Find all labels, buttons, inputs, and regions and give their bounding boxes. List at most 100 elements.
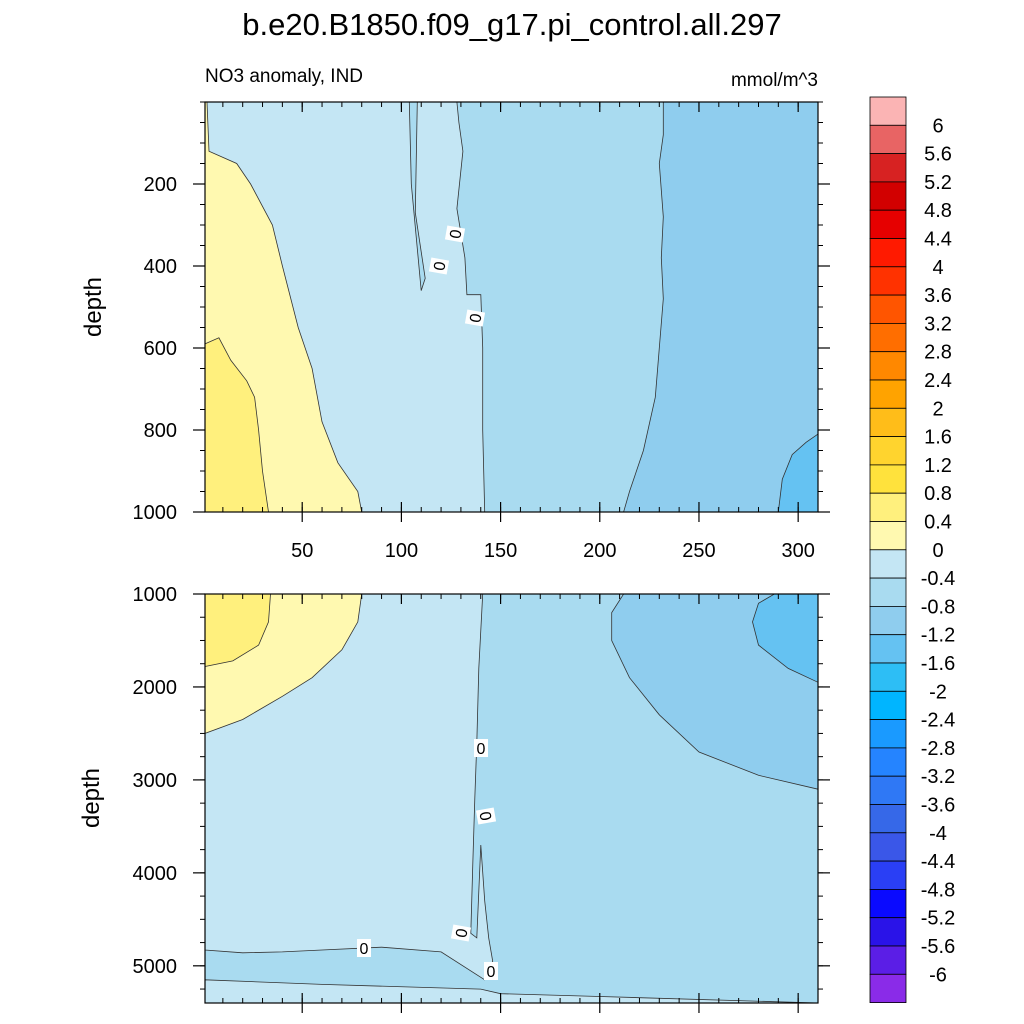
- colorbar-label: 5.2: [924, 172, 952, 194]
- colorbar-label: 4.8: [924, 200, 952, 222]
- colorbar-label: 2: [932, 398, 943, 420]
- colorbar-box: [869, 379, 907, 409]
- upper-contour-fills: [204, 101, 819, 513]
- colorbar-box: [869, 690, 907, 720]
- colorbar-box: [869, 747, 907, 777]
- colorbar-box: [869, 917, 907, 947]
- colorbar-box: [869, 775, 907, 805]
- colorbar-box: [869, 436, 907, 466]
- colorbar-label: -5.6: [921, 936, 955, 958]
- colorbar-box: [869, 973, 907, 1003]
- contour-label: 0: [474, 739, 488, 758]
- lower-contour-labels: 0 0 0 0 0: [357, 739, 498, 981]
- colorbar-label: -1.2: [921, 625, 955, 647]
- y-tick-label: 600: [144, 338, 177, 360]
- upper-panel: 50 100 150 200 250 300 200 400 600 800 1000 0 0 0 NO…: [80, 66, 830, 562]
- colorbar-label: -0.4: [921, 568, 955, 590]
- y-tick-label: 1000: [133, 502, 178, 524]
- colorbar-box: [869, 407, 907, 437]
- contour-label: 0: [464, 309, 486, 327]
- colorbar-label: 3.6: [924, 285, 952, 307]
- colorbar-box: [869, 832, 907, 862]
- colorbar-label: -4.8: [921, 879, 955, 901]
- x-tick-label: 250: [682, 540, 715, 562]
- colorbar-box: [869, 492, 907, 522]
- colorbar-box: [869, 889, 907, 919]
- colorbar-label: -5.2: [921, 908, 955, 930]
- x-tick-label: 300: [781, 540, 814, 562]
- x-tick-label: 200: [583, 540, 616, 562]
- colorbar-label: 4: [932, 257, 943, 279]
- svg-text:0: 0: [453, 927, 471, 939]
- y-tick-label: 800: [144, 420, 177, 442]
- lower-axis-ticks: 1000 2000 3000 4000 5000: [133, 584, 830, 1013]
- contour-label: 0: [444, 225, 466, 243]
- colorbar-label: -3.6: [921, 795, 955, 817]
- lower-y-axis-label: depth: [78, 768, 105, 828]
- colorbar-box: [869, 124, 907, 155]
- colorbar-label: 0: [932, 540, 943, 562]
- x-tick-label: 100: [385, 540, 418, 562]
- contour-label: 0: [484, 962, 498, 981]
- upper-subtitle-right: mmol/m^3: [731, 70, 818, 91]
- colorbar-label: 4.4: [924, 229, 952, 251]
- contour-label: 0: [475, 807, 497, 825]
- y-tick-label: 4000: [133, 863, 178, 885]
- svg-text:0: 0: [477, 741, 486, 758]
- colorbar-label: -3.2: [921, 766, 955, 788]
- colorbar-box: [869, 634, 907, 664]
- upper-subtitle-left: NO3 anomaly, IND: [205, 66, 363, 87]
- colorbar-box: [869, 153, 907, 183]
- colorbar-box: [869, 662, 907, 692]
- colorbar-label: -0.8: [921, 596, 955, 618]
- x-tick-label: 50: [291, 540, 313, 562]
- colorbar-box: [869, 351, 907, 381]
- colorbar-box: [869, 238, 907, 268]
- colorbar-label: -1.6: [921, 653, 955, 675]
- colorbar-label: 0.4: [924, 512, 952, 534]
- colorbar-label: -2.4: [921, 710, 955, 732]
- colorbar-label: 3.2: [924, 313, 952, 335]
- colorbar-box: [869, 464, 907, 494]
- colorbar-box: [869, 294, 907, 324]
- colorbar-label: -2: [929, 681, 947, 703]
- colorbar: 6 5.6 5.2 4.8 4.4 4 3.6 3.2 2.8 2.4 2 1.6 1.2 0.8 0.4 0…: [869, 96, 955, 1003]
- svg-text:0: 0: [360, 941, 369, 958]
- lower-plot-frame: [204, 593, 819, 1004]
- colorbar-label: 2.4: [924, 370, 952, 392]
- contour-label: 0: [428, 257, 450, 275]
- colorbar-box: [869, 945, 907, 975]
- figure-title: b.e20.B1850.f09_g17.pi_control.all.297: [242, 7, 782, 42]
- y-tick-label: 3000: [133, 770, 178, 792]
- colorbar-label: 1.2: [924, 455, 952, 477]
- colorbar-box: [869, 577, 907, 607]
- upper-contour-labels: 0 0 0: [428, 225, 486, 327]
- upper-axis-ticks: 50 100 150 200 250 300 200 400 600 800 1000: [133, 101, 830, 562]
- lower-panel: 1000 2000 3000 4000 5000 0 0 0 0 0 depth: [78, 584, 830, 1013]
- upper-y-axis-label: depth: [80, 277, 107, 337]
- colorbar-box: [869, 549, 907, 579]
- svg-text:0: 0: [431, 260, 449, 272]
- colorbar-box: [869, 606, 907, 636]
- colorbar-box: [869, 719, 907, 749]
- colorbar-label: 5.6: [924, 144, 952, 166]
- y-tick-label: 200: [144, 174, 177, 196]
- y-tick-label: 1000: [133, 584, 178, 606]
- colorbar-box: [869, 322, 907, 353]
- colorbar-box: [869, 209, 907, 239]
- x-tick-label: 150: [484, 540, 517, 562]
- svg-text:0: 0: [447, 228, 465, 240]
- svg-text:0: 0: [487, 964, 496, 981]
- colorbar-box: [869, 266, 907, 296]
- colorbar-label: 2.8: [924, 342, 952, 364]
- contour-label: 0: [357, 939, 371, 958]
- colorbar-label: 6: [932, 115, 943, 137]
- colorbar-label: -4: [929, 823, 947, 845]
- colorbar-label: -6: [929, 964, 947, 986]
- y-tick-label: 400: [144, 256, 177, 278]
- contour-label: 0: [450, 924, 472, 942]
- colorbar-label: -2.8: [921, 738, 955, 760]
- colorbar-box: [869, 96, 907, 126]
- colorbar-box: [869, 181, 907, 211]
- lower-contour-fills: [204, 593, 819, 1004]
